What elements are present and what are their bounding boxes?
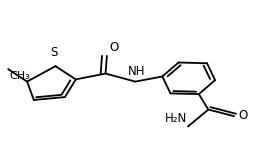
- Text: CH₃: CH₃: [9, 71, 30, 81]
- Text: O: O: [238, 109, 247, 122]
- Text: O: O: [109, 41, 118, 54]
- Text: NH: NH: [128, 65, 145, 78]
- Text: S: S: [51, 46, 58, 59]
- Text: H₂N: H₂N: [164, 112, 187, 125]
